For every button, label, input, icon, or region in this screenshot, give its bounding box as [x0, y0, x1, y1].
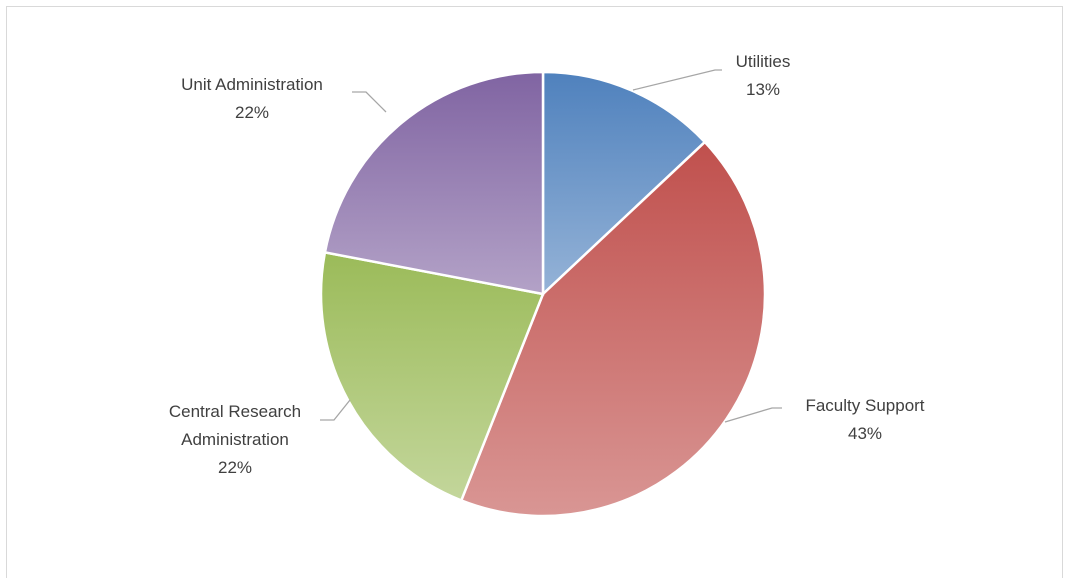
leader-line	[352, 91, 387, 113]
category-label: Unit Administration	[181, 75, 323, 94]
value-label: 22%	[217, 458, 253, 477]
leader-line	[632, 69, 722, 91]
leader-line	[724, 407, 782, 423]
leader-line	[320, 399, 351, 421]
category-label: Utilities	[735, 52, 791, 71]
value-label: 43%	[847, 424, 883, 443]
pie-slice	[541, 70, 707, 297]
data-label: Unit Administration 22%	[142, 71, 362, 127]
pie-slice	[323, 70, 545, 296]
pie-slice	[459, 140, 767, 518]
data-label: Utilities 13%	[663, 48, 863, 104]
value-label: 22%	[234, 103, 270, 122]
data-label: Central Research Administration 22%	[145, 398, 325, 482]
category-label: Faculty Support	[805, 396, 925, 415]
value-label: 13%	[745, 80, 781, 99]
data-label: Faculty Support 43%	[765, 392, 965, 448]
category-label: Central Research Administration	[168, 402, 302, 449]
